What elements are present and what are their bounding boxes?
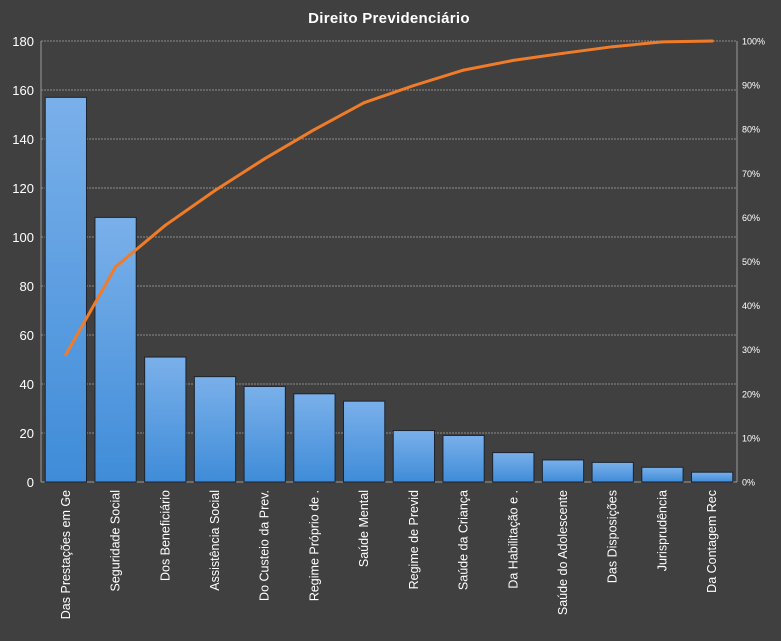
y-tick-label: 180	[12, 34, 34, 49]
cumulative-line	[64, 39, 714, 357]
line-point	[213, 188, 217, 192]
bar	[591, 461, 634, 483]
category-label: Jurisprudência	[655, 490, 669, 571]
bar	[691, 471, 734, 483]
category-label: Da Habilitação e .	[506, 490, 520, 589]
line-point	[660, 40, 664, 44]
line-point	[561, 51, 565, 55]
category-label: Saúde da Criança	[457, 490, 471, 590]
y2-tick-label: 90%	[742, 81, 760, 91]
line-point	[412, 84, 416, 88]
bar	[144, 356, 187, 483]
y-tick-label: 120	[12, 181, 34, 196]
line-point	[312, 128, 316, 132]
bar	[492, 452, 535, 483]
category-label: Dos Beneficiário	[158, 490, 172, 581]
line-point	[64, 353, 68, 357]
y-tick-label: 160	[12, 83, 34, 98]
bar	[541, 459, 585, 483]
line-point	[114, 265, 118, 269]
y2-tick-label: 50%	[742, 257, 760, 267]
y-tick-label: 40	[20, 377, 34, 392]
line-point	[511, 58, 515, 62]
y-tick-label: 80	[20, 279, 34, 294]
category-label: Seguridade Social	[109, 490, 123, 591]
category-label: Das Disposições	[606, 490, 620, 583]
bar	[193, 376, 237, 483]
y2-tick-label: 100%	[742, 37, 765, 47]
bar	[442, 434, 485, 483]
category-label: Regime Próprio de .	[307, 490, 321, 601]
y2-axis-ticks: 0% 10% 20% 30% 40% 50% 60% 70% 80% 90% 100%	[742, 37, 765, 488]
y-axis-ticks: 0 20 40 60 80 100 120 140 160 180	[12, 34, 34, 490]
bar	[641, 466, 684, 483]
category-label: Regime de Previd	[407, 490, 421, 589]
line-point	[611, 45, 615, 49]
y2-tick-label: 40%	[742, 301, 760, 311]
y2-tick-label: 20%	[742, 389, 760, 399]
y2-tick-label: 0%	[742, 478, 755, 488]
category-label: Saúde Mental	[357, 490, 371, 567]
line-point	[462, 68, 466, 72]
cumulative-percent-line	[64, 39, 714, 357]
y-tick-label: 140	[12, 132, 34, 147]
chart-title: Direito Previdenciário	[308, 10, 470, 27]
bar	[44, 96, 87, 483]
y-tick-label: 0	[27, 475, 34, 490]
line-point	[362, 101, 366, 105]
category-label: Da Contagem Rec	[705, 490, 719, 593]
y2-tick-label: 60%	[742, 213, 760, 223]
category-label: Saúde do Adolescente	[556, 490, 570, 615]
y-tick-label: 60	[20, 328, 34, 343]
line-point	[710, 39, 714, 43]
y2-tick-label: 30%	[742, 345, 760, 355]
bar	[392, 430, 435, 483]
line-point	[263, 157, 267, 161]
category-label: Das Prestações em Ge	[59, 490, 73, 619]
bar	[343, 400, 386, 483]
bar	[94, 216, 137, 483]
y-tick-label: 20	[20, 426, 34, 441]
y2-tick-label: 80%	[742, 125, 760, 135]
y2-tick-label: 10%	[742, 433, 760, 443]
category-labels: Das Prestações em Ge Seguridade Social Dos…	[59, 490, 719, 619]
bars	[44, 96, 734, 483]
category-label: Assistência Social	[208, 490, 222, 591]
y2-tick-label: 70%	[742, 169, 760, 179]
y-tick-label: 100	[12, 230, 34, 245]
line-point	[163, 223, 167, 227]
bar	[243, 385, 286, 483]
bar	[293, 393, 336, 483]
category-label: Do Custeio da Prev.	[258, 490, 272, 601]
